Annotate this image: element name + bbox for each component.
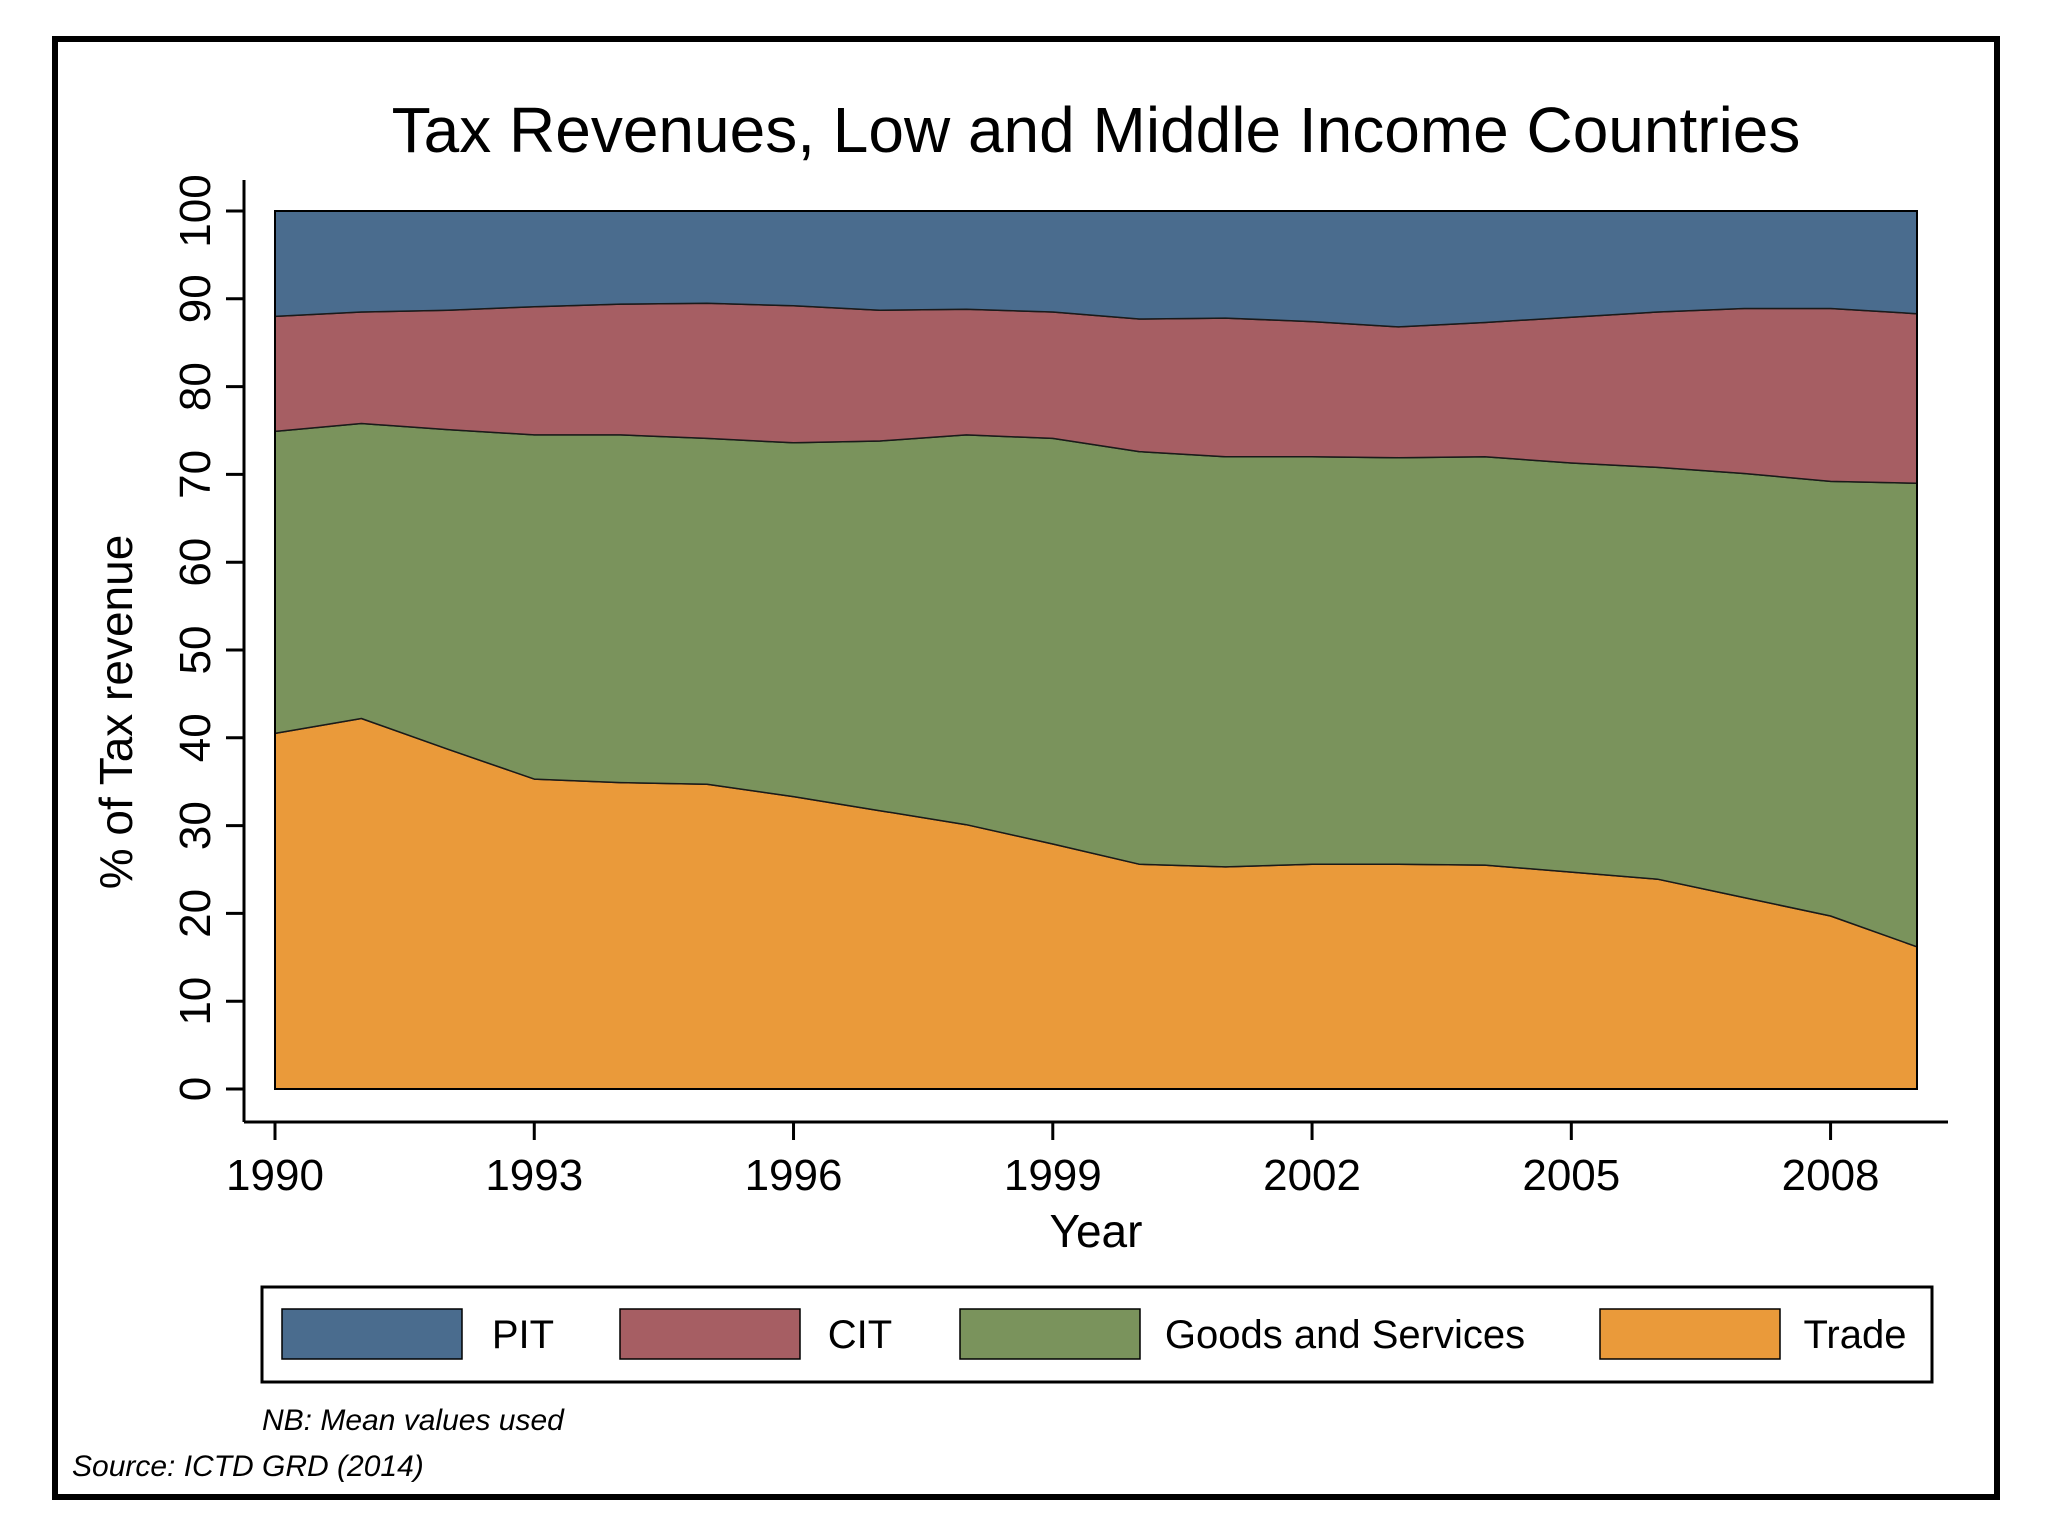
x-tick-label: 1996 bbox=[745, 1151, 843, 1200]
legend-label-pit: PIT bbox=[492, 1313, 554, 1357]
x-axis-ticks: 1990 1993 1996 1999 2002 2005 2008 bbox=[226, 1122, 1880, 1200]
y-tick-label: 30 bbox=[171, 801, 220, 850]
area-layers bbox=[274, 210, 1918, 1090]
y-tick-label: 20 bbox=[171, 889, 220, 938]
chart-title: Tax Revenues, Low and Middle Income Coun… bbox=[392, 94, 1801, 166]
y-tick-label: 100 bbox=[171, 174, 220, 247]
y-tick-label: 10 bbox=[171, 977, 220, 1026]
plot-border bbox=[274, 210, 1918, 1090]
y-tick-label: 60 bbox=[171, 538, 220, 587]
y-axis-ticks: 0 10 20 30 40 50 60 70 80 90 100 bbox=[171, 174, 244, 1101]
x-tick-label: 2008 bbox=[1782, 1151, 1880, 1200]
legend-swatch-pit bbox=[281, 1308, 463, 1360]
x-axis-label: Year bbox=[1050, 1205, 1143, 1257]
legend: PIT CIT Goods and Services Trade bbox=[260, 1285, 1934, 1384]
nb-note: NB: Mean values used bbox=[262, 1404, 565, 1437]
y-tick-label: 50 bbox=[171, 626, 220, 675]
legend-swatch-goods-and-services bbox=[959, 1308, 1141, 1360]
x-tick-label: 1993 bbox=[485, 1151, 583, 1200]
legend-label-trade: Trade bbox=[1803, 1313, 1906, 1357]
y-tick-label: 0 bbox=[171, 1077, 220, 1101]
y-axis-label: % of Tax revenue bbox=[90, 535, 142, 890]
legend-swatch-trade bbox=[1599, 1308, 1781, 1360]
y-tick-label: 40 bbox=[171, 713, 220, 762]
x-tick-label: 1999 bbox=[1004, 1151, 1102, 1200]
legend-label-goods-and-services: Goods and Services bbox=[1165, 1313, 1525, 1357]
x-tick-label: 2002 bbox=[1263, 1151, 1361, 1200]
x-tick-label: 1990 bbox=[226, 1151, 324, 1200]
y-tick-label: 90 bbox=[171, 274, 220, 323]
y-tick-label: 80 bbox=[171, 362, 220, 411]
chart-frame bbox=[52, 36, 2000, 1500]
y-tick-label: 70 bbox=[171, 450, 220, 499]
legend-swatch-cit bbox=[619, 1308, 801, 1360]
x-tick-label: 2005 bbox=[1522, 1151, 1620, 1200]
source-note: Source: ICTD GRD (2014) bbox=[72, 1450, 424, 1483]
legend-label-cit: CIT bbox=[828, 1313, 892, 1357]
